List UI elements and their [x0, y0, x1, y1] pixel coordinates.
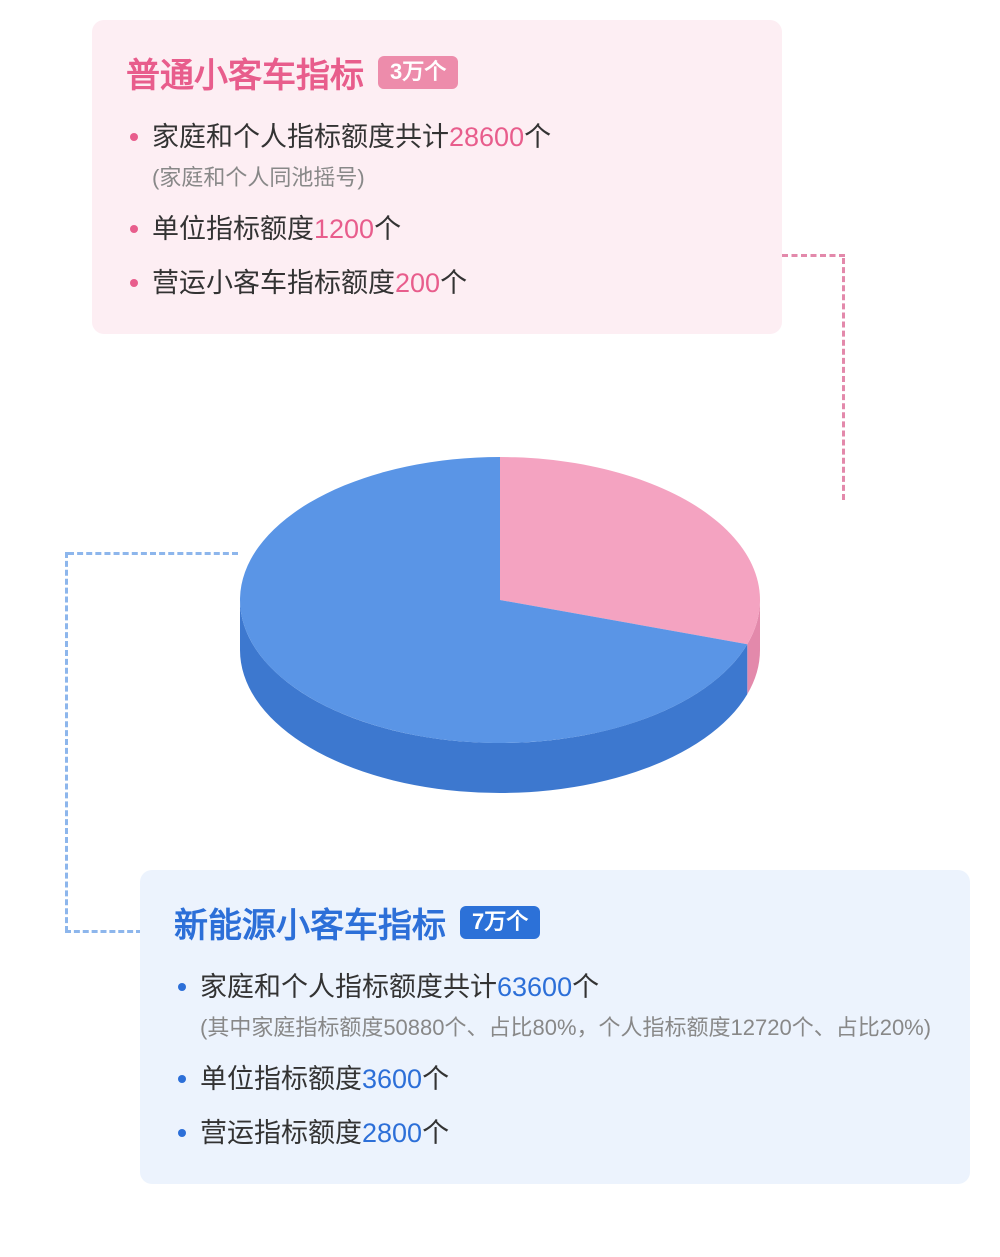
item-post: 个 [440, 268, 467, 298]
list-item: 家庭和个人指标额度共计63600个 [174, 967, 936, 1008]
bullet-list: 家庭和个人指标额度共计28600个 (家庭和个人同池摇号) 单位指标额度1200… [126, 117, 748, 304]
card-new-energy-vehicle: 新能源小客车指标 7万个 家庭和个人指标额度共计63600个 (其中家庭指标额度… [140, 870, 970, 1184]
item-pre: 单位指标额度 [200, 1064, 362, 1094]
list-item: 营运小客车指标额度200个 [126, 263, 748, 304]
item-pre: 营运小客车指标额度 [152, 268, 395, 298]
card-title-row: 普通小客车指标 3万个 [126, 48, 748, 97]
item-note: (家庭和个人同池摇号) [126, 160, 748, 195]
leader-line-blue-v [65, 552, 68, 932]
list-item: 家庭和个人指标额度共计28600个 [126, 117, 748, 158]
bullet-list: 家庭和个人指标额度共计63600个 (其中家庭指标额度50880个、占比80%，… [174, 967, 936, 1154]
item-post: 个 [422, 1064, 449, 1094]
leader-line-blue-h1 [68, 552, 238, 555]
item-pre: 单位指标额度 [152, 214, 314, 244]
pie-svg [235, 410, 765, 810]
quota-badge: 3万个 [378, 56, 458, 89]
list-item: 单位指标额度3600个 [174, 1059, 936, 1100]
item-number: 28600 [449, 122, 524, 152]
card-title: 普通小客车指标 [126, 48, 364, 97]
item-post: 个 [572, 972, 599, 1002]
item-number: 200 [395, 268, 440, 298]
card-title: 新能源小客车指标 [174, 898, 446, 947]
quota-badge: 7万个 [460, 906, 540, 939]
leader-line-pink-h [782, 254, 845, 257]
pie-chart [235, 410, 765, 810]
item-number: 3600 [362, 1064, 422, 1094]
item-post: 个 [374, 214, 401, 244]
leader-line-blue-h2 [65, 930, 142, 933]
item-pre: 营运指标额度 [200, 1118, 362, 1148]
item-note: (其中家庭指标额度50880个、占比80%，个人指标额度12720个、占比20%… [174, 1010, 936, 1045]
item-pre: 家庭和个人指标额度共计 [152, 122, 449, 152]
card-regular-vehicle: 普通小客车指标 3万个 家庭和个人指标额度共计28600个 (家庭和个人同池摇号… [92, 20, 782, 334]
item-number: 63600 [497, 972, 572, 1002]
item-post: 个 [422, 1118, 449, 1148]
item-post: 个 [524, 122, 551, 152]
item-pre: 家庭和个人指标额度共计 [200, 972, 497, 1002]
item-number: 1200 [314, 214, 374, 244]
list-item: 营运指标额度2800个 [174, 1113, 936, 1154]
leader-line-pink-v [842, 258, 845, 500]
list-item: 单位指标额度1200个 [126, 209, 748, 250]
card-title-row: 新能源小客车指标 7万个 [174, 898, 936, 947]
item-number: 2800 [362, 1118, 422, 1148]
